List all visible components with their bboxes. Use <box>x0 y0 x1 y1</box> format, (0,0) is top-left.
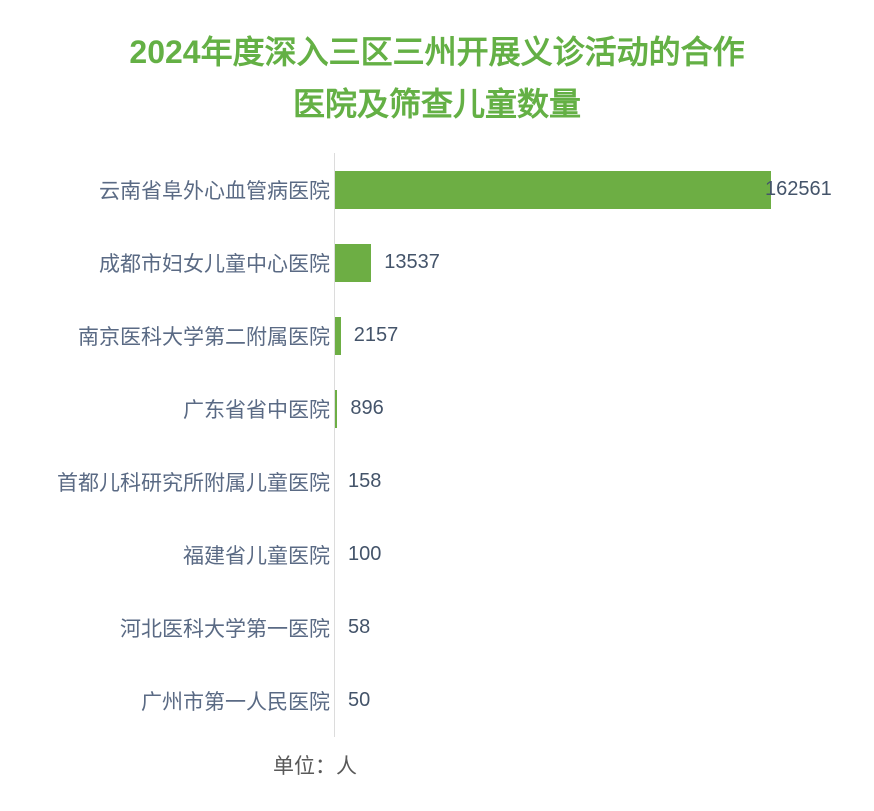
value-label: 13537 <box>384 251 440 273</box>
value-label: 896 <box>350 397 384 419</box>
y-axis-line <box>334 153 335 737</box>
bar-track: 13537 <box>335 226 874 299</box>
category-label: 南京医科大学第二附属医院 <box>78 325 330 349</box>
category-label: 河北医科大学第一医院 <box>120 617 330 641</box>
bar-chart-plot-area: 云南省阜外心血管病医院 162561 成都市妇女儿童中心医院 13537 南京医… <box>0 153 874 737</box>
category-label: 福建省儿童医院 <box>183 544 330 568</box>
chart-title-line1: 2024年度深入三区三州开展义诊活动的合作 <box>129 34 745 70</box>
bar-track: 2157 <box>335 299 874 372</box>
bar <box>335 243 372 282</box>
category-label: 云南省阜外心血管病医院 <box>99 179 330 203</box>
bar-row: 南京医科大学第二附属医院 2157 <box>0 299 874 372</box>
category-label: 广东省省中医院 <box>183 398 330 422</box>
bar-row: 广州市第一人民医院 50 <box>0 664 874 737</box>
bar-row: 福建省儿童医院 100 <box>0 518 874 591</box>
bar-track: 158 <box>335 445 874 518</box>
chart-title-line2: 医院及筛查儿童数量 <box>292 86 581 122</box>
value-label: 2157 <box>353 324 399 346</box>
chart-title: 2024年度深入三区三州开展义诊活动的合作 医院及筛查儿童数量 <box>0 26 874 130</box>
category-label: 首都儿科研究所附属儿童医院 <box>57 471 330 495</box>
value-label: 50 <box>348 689 371 711</box>
category-label: 广州市第一人民医院 <box>141 690 330 714</box>
bar-row: 成都市妇女儿童中心医院 13537 <box>0 226 874 299</box>
bar-track: 162561 <box>335 153 874 226</box>
bar-row: 首都儿科研究所附属儿童医院 158 <box>0 445 874 518</box>
bar-track: 58 <box>335 591 874 664</box>
bar-row: 河北医科大学第一医院 58 <box>0 591 874 664</box>
value-label: 100 <box>348 543 382 565</box>
value-label: 58 <box>348 616 371 638</box>
bar-track: 896 <box>335 372 874 445</box>
bar <box>335 316 341 355</box>
bar-row: 广东省省中医院 896 <box>0 372 874 445</box>
bar <box>335 170 771 209</box>
bar-row: 云南省阜外心血管病医院 162561 <box>0 153 874 226</box>
unit-label: 单位：人 <box>273 755 357 778</box>
category-label: 成都市妇女儿童中心医院 <box>99 252 330 276</box>
value-label: 158 <box>348 470 382 492</box>
value-label: 162561 <box>765 178 832 200</box>
bar-track: 100 <box>335 518 874 591</box>
bar-track: 50 <box>335 664 874 737</box>
bar <box>335 389 338 428</box>
